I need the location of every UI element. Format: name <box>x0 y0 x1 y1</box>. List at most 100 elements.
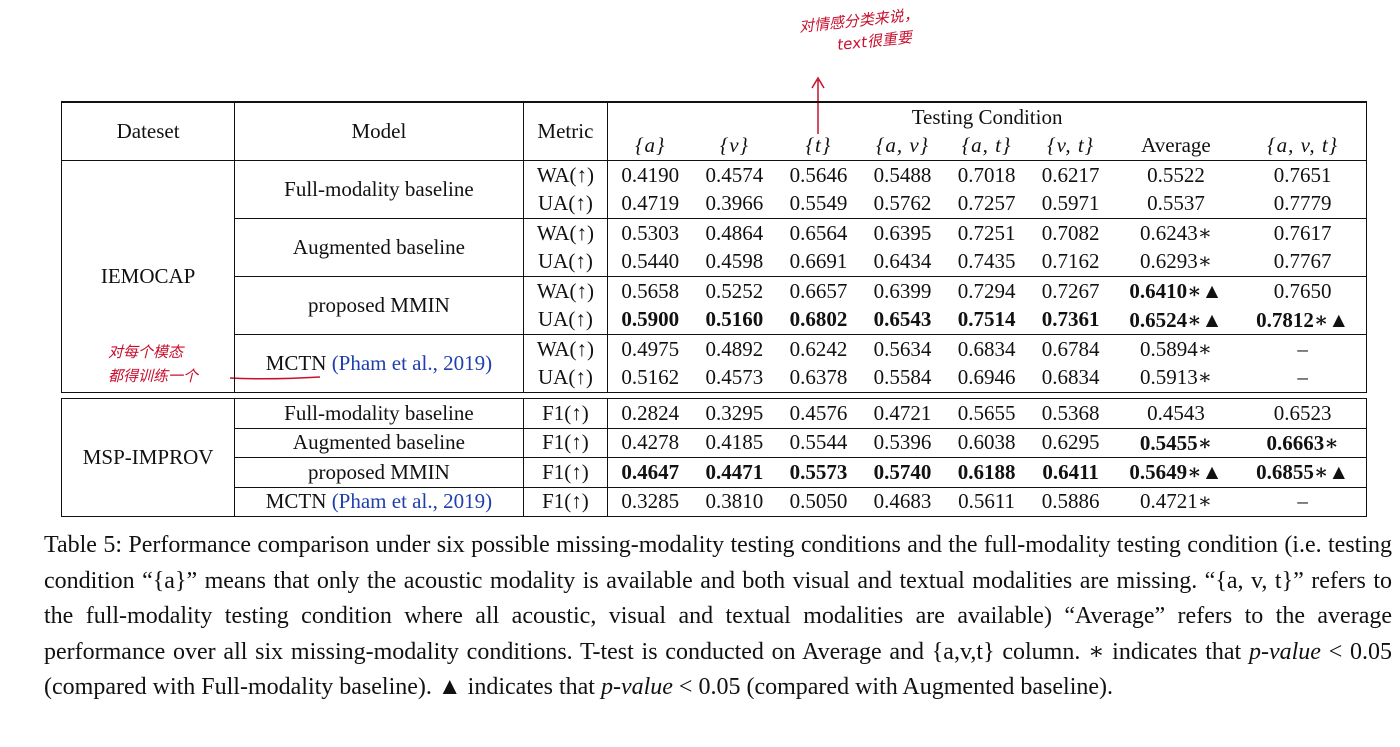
metric-cell: WA(↑) <box>523 334 609 364</box>
citation-link[interactable]: (Pham et al., 2019) <box>331 351 493 375</box>
model-cell: Full-modality baseline <box>234 398 524 428</box>
value-cell: 0.5886 <box>1028 486 1113 517</box>
value-cell: 0.4975 <box>607 334 693 364</box>
value-cell: 0.6663∗ <box>1239 427 1368 458</box>
value-cell: 0.6411 <box>1028 457 1113 487</box>
value-cell: 0.5252 <box>692 276 777 306</box>
value-cell: 0.5634 <box>860 334 945 364</box>
metric-cell: WA(↑) <box>523 276 609 306</box>
model-name: MCTN <box>265 351 327 375</box>
metric-cell: WA(↑) <box>523 160 609 190</box>
table-row: proposed MMIN WA(↑) 0.5658 0.5252 0.6657… <box>62 276 1368 335</box>
table-header: Dateset Model Metric Testing Condition {… <box>60 101 1368 161</box>
table-caption: Table 5: Performance comparison under si… <box>44 528 1392 706</box>
table-row: UA(↑) 0.5440 0.4598 0.6691 0.6434 0.7435… <box>62 247 1368 277</box>
value-cell: 0.2824 <box>621 400 680 425</box>
value-cell: 0.4576 <box>789 400 848 425</box>
value-cell: 0.7650 <box>1239 276 1368 306</box>
value-cell: 0.7651 <box>1239 160 1368 190</box>
table-separator <box>61 392 1367 399</box>
metric-cell: F1(↑) <box>523 427 609 458</box>
value-cell: 0.6410∗▲ <box>1112 276 1240 306</box>
value-cell: 0.7767 <box>1239 247 1368 277</box>
value-cell: 0.7779 <box>1239 189 1368 219</box>
metric-cell: F1(↑) <box>523 457 609 487</box>
value-cell: 0.4721 <box>873 400 932 425</box>
value-cell: 0.5050 <box>776 486 861 517</box>
value-cell: 0.3295 <box>705 400 764 425</box>
value-cell: 0.6399 <box>860 276 945 306</box>
table-row: Augmented baseline WA(↑) 0.5303 0.4864 0… <box>62 218 1368 277</box>
value-cell: – <box>1239 363 1368 393</box>
value-cell: 0.6523 <box>1239 398 1368 428</box>
table-row: UA(↑) 0.5162 0.4573 0.6378 0.5584 0.6946… <box>62 363 1368 393</box>
citation-link[interactable]: (Pham et al., 2019) <box>331 489 493 514</box>
value-cell: 0.6834 <box>1041 365 1100 390</box>
metric-cell: UA(↑) <box>523 189 609 219</box>
model-cell: Full-modality baseline <box>234 160 524 219</box>
value-cell: 0.4647 <box>607 457 693 487</box>
value-cell: 0.5544 <box>776 427 861 458</box>
value-cell: – <box>1239 334 1368 364</box>
header-condition-average: Average <box>1141 133 1211 158</box>
model-cell: proposed MMIN <box>234 457 524 487</box>
value-cell: 0.5303 <box>607 218 693 248</box>
value-cell: 0.5740 <box>860 457 945 487</box>
table-row: proposed MMIN F1(↑) 0.4647 0.4471 0.5573… <box>62 457 1368 487</box>
value-cell: 0.5655 <box>957 400 1016 425</box>
dataset-cell: IEMOCAP <box>60 160 236 393</box>
value-cell: 0.7361 <box>1041 307 1100 332</box>
value-cell: 0.5440 <box>621 249 680 274</box>
value-cell: 0.6657 <box>776 276 861 306</box>
value-cell: 0.3810 <box>692 486 777 517</box>
value-cell: 0.7082 <box>1028 218 1113 248</box>
header-condition: {v} <box>719 133 749 158</box>
metric-cell: UA(↑) <box>523 363 609 393</box>
value-cell: 0.6378 <box>789 365 848 390</box>
value-cell: 0.3285 <box>607 486 693 517</box>
metric-cell: F1(↑) <box>523 486 609 517</box>
handwritten-note-top: 对情感分类来说， text很重要 <box>798 0 952 59</box>
value-cell: 0.5455∗ <box>1112 427 1240 458</box>
table-row: MCTN (Pham et al., 2019) F1(↑) 0.3285 0.… <box>61 486 1368 517</box>
value-cell: 0.6691 <box>789 249 848 274</box>
value-cell: 0.5396 <box>860 427 945 458</box>
model-cell: Augmented baseline <box>234 218 524 277</box>
header-testing-condition: Testing Condition <box>607 101 1367 132</box>
header-condition: {a, v} <box>875 133 930 158</box>
caption-text: < 0.05 (compared with Augmented baseline… <box>672 674 1114 701</box>
value-cell: 0.6395 <box>860 218 945 248</box>
value-cell: 0.5971 <box>1041 191 1100 216</box>
value-cell: 0.5368 <box>1041 400 1100 425</box>
header-condition: {a} <box>635 133 666 158</box>
value-cell: 0.7617 <box>1239 218 1368 248</box>
model-cell: proposed MMIN <box>234 276 524 335</box>
value-cell: 0.5894∗ <box>1112 334 1240 364</box>
value-cell: 0.4892 <box>692 334 777 364</box>
value-cell: 0.5160 <box>705 307 764 332</box>
value-cell: 0.6855∗▲ <box>1239 457 1368 487</box>
model-cell: Augmented baseline <box>234 427 524 458</box>
model-name: MCTN <box>265 489 327 514</box>
value-cell: 0.5549 <box>789 191 848 216</box>
caption-text: Table 5: Performance comparison under si… <box>44 532 1392 665</box>
value-cell: 0.5913∗ <box>1139 365 1212 390</box>
value-cell: 0.6188 <box>944 457 1029 487</box>
value-cell: 0.6295 <box>1028 427 1113 458</box>
model-cell: MCTN (Pham et al., 2019) <box>234 486 524 517</box>
caption-pvalue: p-value <box>1248 638 1321 665</box>
value-cell: 0.7257 <box>957 191 1016 216</box>
value-cell: 0.4573 <box>705 365 764 390</box>
value-cell: 0.7018 <box>944 160 1029 190</box>
value-cell: 0.7251 <box>944 218 1029 248</box>
msp-improv-block: MSP-IMPROV Full-modality baseline F1(↑) … <box>60 398 1368 517</box>
metric-cell: F1(↑) <box>523 398 609 428</box>
table-row: Augmented baseline F1(↑) 0.4278 0.4185 0… <box>62 427 1368 458</box>
value-cell: 0.4719 <box>621 191 680 216</box>
dataset-cell: MSP-IMPROV <box>60 398 236 517</box>
caption-text: < 0.05 (compared with Full-modality base… <box>44 638 1392 701</box>
value-cell: 0.5649∗▲ <box>1112 457 1240 487</box>
value-cell: 0.5584 <box>873 365 932 390</box>
value-cell: 0.4721∗ <box>1112 486 1240 517</box>
value-cell: 0.5162 <box>621 365 680 390</box>
